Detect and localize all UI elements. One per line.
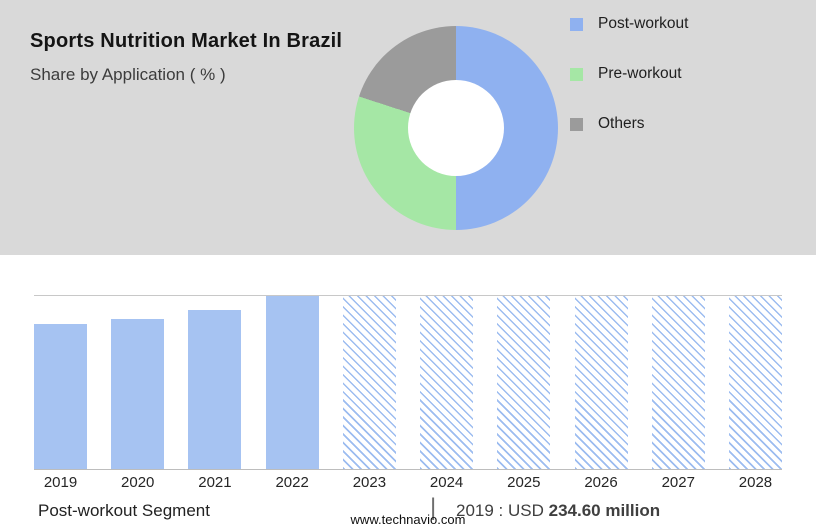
bar-2021 xyxy=(188,309,242,469)
separator-bar: | xyxy=(430,494,437,521)
title-block: Sports Nutrition Market In Brazil Share … xyxy=(30,30,342,85)
legend-swatch-icon xyxy=(570,117,583,131)
website-url: www.technavio.com xyxy=(350,512,466,527)
bar-label-2019: 2019 xyxy=(43,474,78,491)
bar-2023 xyxy=(342,296,396,469)
donut-hole xyxy=(408,80,504,176)
bar-2028 xyxy=(728,296,782,469)
legend-label: Others xyxy=(598,115,645,132)
legend-swatch-icon xyxy=(570,67,583,81)
segment-label: Post-workout Segment xyxy=(38,501,210,520)
bar-2024 xyxy=(420,296,474,469)
bar-label-2024: 2024 xyxy=(429,474,464,491)
bar-label-2027: 2027 xyxy=(661,474,695,491)
bar-2020 xyxy=(111,318,165,469)
legend-item-post-workout: Post-workout xyxy=(570,14,688,34)
bar-label-2028: 2028 xyxy=(738,474,773,491)
bar-label-2020: 2020 xyxy=(121,474,155,491)
legend: Post-workout Pre-workout Others xyxy=(570,14,688,164)
bar-label-2021: 2021 xyxy=(198,474,232,491)
bar-2019 xyxy=(34,323,87,469)
bar-label-2025: 2025 xyxy=(507,474,541,491)
bar-label-2022: 2022 xyxy=(275,474,309,491)
page-title: Sports Nutrition Market In Brazil xyxy=(30,30,343,52)
year-value-amount: 234.60 million xyxy=(548,501,661,520)
header-panel: Sports Nutrition Market In Brazil Share … xyxy=(0,0,816,255)
bar-label-2023: 2023 xyxy=(352,474,387,491)
bar-2027 xyxy=(651,296,705,469)
year-value: 2019 : USD 234.60 million xyxy=(456,501,660,521)
year-value-prefix: 2019 : USD xyxy=(456,501,549,520)
legend-item-pre-workout: Pre-workout xyxy=(570,64,688,84)
bar-label-2026: 2026 xyxy=(584,474,618,491)
bar-2025 xyxy=(497,296,551,469)
bar-2022 xyxy=(265,296,319,469)
bar-labels: 2019 2020 2021 2022 2023 2024 2025 2026 2027 2028 xyxy=(34,474,782,491)
bar-2026 xyxy=(574,296,628,469)
donut-chart xyxy=(354,26,558,230)
legend-label: Post-workout xyxy=(598,15,689,32)
bar-chart xyxy=(34,295,782,470)
legend-swatch-icon xyxy=(570,17,583,31)
legend-item-others: Others xyxy=(570,114,688,134)
page-subtitle: Share by Application ( % ) xyxy=(30,65,226,84)
legend-label: Pre-workout xyxy=(598,65,682,82)
